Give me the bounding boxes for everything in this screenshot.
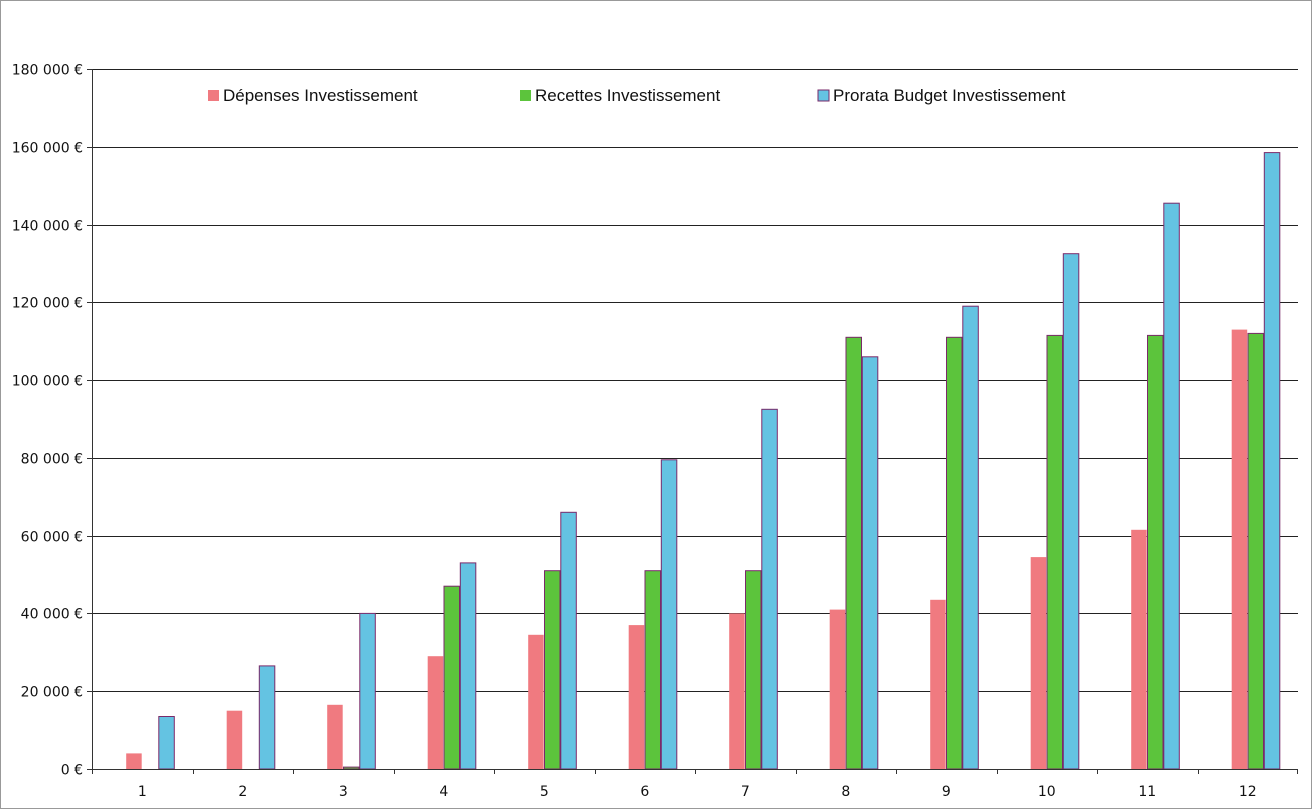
bar: [729, 613, 745, 769]
bar: [660, 459, 678, 770]
x-tick-label: 2: [238, 784, 247, 800]
bar: [1062, 253, 1080, 770]
x-tick-label: 5: [540, 784, 549, 800]
bar: [1147, 334, 1164, 770]
y-tick-label: 120 000 €: [12, 296, 83, 312]
x-tick-label: 12: [1239, 784, 1257, 800]
bar: [158, 716, 175, 770]
x-tick-label: 4: [439, 784, 448, 800]
y-tick-label: 20 000 €: [21, 685, 83, 701]
bar: [528, 634, 544, 769]
y-tick-label: 40 000 €: [21, 607, 83, 623]
bar: [1131, 529, 1147, 769]
gridlines: [87, 69, 1298, 770]
y-tick-label: 100 000 €: [12, 374, 83, 390]
y-tick-label: 60 000 €: [21, 530, 83, 546]
x-tick-label: 1: [138, 784, 147, 800]
bar: [962, 305, 979, 770]
bars: [126, 152, 1281, 770]
legend: Dépenses Investissement Recettes Investis…: [208, 86, 1066, 105]
bar: [544, 570, 561, 770]
bar: [946, 336, 963, 770]
x-tick-label: 7: [741, 784, 750, 800]
x-tick-label: 8: [841, 784, 850, 800]
bar: [459, 562, 477, 770]
y-axis-tick-labels: 0 € 20 000 € 40 000 € 60 000 € 80 000 € 100 0…: [12, 63, 83, 779]
x-axis-tick-labels: 1 2 3 4 5 6 7 8 9 10 11 12: [138, 784, 1257, 800]
y-tick-label: 80 000 €: [21, 452, 83, 468]
x-tick-label: 10: [1038, 784, 1056, 800]
bar: [427, 656, 444, 769]
x-tick-label: 6: [640, 784, 649, 800]
bar: [1030, 557, 1047, 769]
legend-swatch: [208, 90, 219, 101]
y-tick-label: 160 000 €: [12, 141, 83, 157]
legend-swatch: [520, 90, 531, 101]
legend-label: Dépenses Investissement: [223, 86, 418, 105]
x-tick-label: 3: [339, 784, 348, 800]
bar: [327, 704, 343, 769]
bar: [560, 511, 577, 770]
y-tick-label: 180 000 €: [12, 63, 83, 79]
bar: [1263, 152, 1281, 770]
x-tick-label: 9: [942, 784, 951, 800]
bar: [644, 570, 661, 770]
bar: [845, 336, 862, 770]
x-tick-label: 11: [1138, 784, 1156, 800]
bar: [861, 356, 879, 770]
bar: [761, 408, 778, 770]
legend-swatch: [817, 89, 830, 102]
legend-label: Recettes Investissement: [535, 86, 720, 105]
bar: [443, 585, 460, 770]
bar: [343, 766, 360, 770]
bar: [1247, 332, 1264, 770]
bar: [226, 710, 243, 769]
y-tick-label: 140 000 €: [12, 219, 83, 235]
bar: [126, 753, 142, 769]
bar: [1046, 334, 1063, 770]
bar: [258, 665, 276, 770]
bar: [745, 570, 762, 770]
bar: [1163, 202, 1180, 770]
bar: [1231, 329, 1248, 769]
y-tick-label: 0 €: [61, 763, 83, 779]
bar: [930, 599, 946, 769]
legend-label: Prorata Budget Investissement: [833, 86, 1066, 105]
x-axis-ticks: [92, 769, 1298, 774]
bar: [829, 609, 846, 769]
bar: [628, 625, 645, 769]
bar: [359, 612, 376, 770]
